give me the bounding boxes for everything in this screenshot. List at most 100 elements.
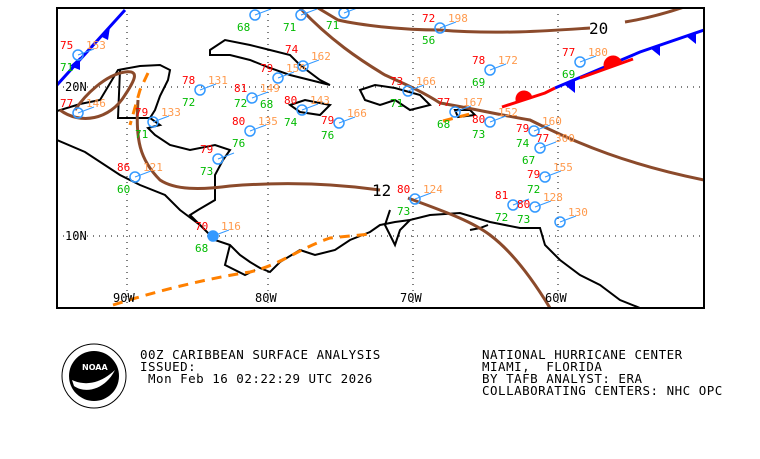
station-dew: 73 [517, 213, 530, 226]
station-temp: 80 [517, 198, 530, 211]
station-circle-icon [409, 193, 421, 205]
station-pressure: 153 [86, 39, 106, 52]
station-temp: 79 [135, 106, 148, 119]
station-dew: 68 [437, 118, 450, 131]
station-dew: 74 [284, 116, 298, 129]
station-circle-icon [529, 201, 541, 213]
station-circle-icon [72, 49, 84, 61]
station-circle-icon [574, 56, 586, 68]
station-circle-icon [528, 125, 540, 137]
station-dew: 73 [200, 165, 213, 178]
wind-barb-icon [439, 21, 457, 29]
station-dew: 72 [495, 211, 508, 224]
wind-barb-icon [454, 105, 472, 113]
center-name: NATIONAL HURRICANE CENTER [482, 347, 683, 362]
wind-barb-icon [77, 106, 95, 114]
station-circle-icon [297, 60, 309, 72]
wind-barb-icon [343, 8, 359, 14]
station-plot: 79 155 72 [527, 161, 573, 196]
station-plot: 77 180 69 [562, 46, 608, 81]
wind-barb-icon [217, 152, 235, 160]
station-pressure: 155 [553, 161, 573, 174]
center-location: MIAMI, FLORIDA [482, 359, 603, 374]
station-plot: 74 162 [285, 43, 331, 72]
station-dew: 73 [397, 205, 410, 218]
wind-barb-icon [489, 115, 507, 123]
wind-barb-icon [533, 124, 551, 132]
station-circle-icon [333, 117, 345, 129]
station-temp: 73 [390, 75, 403, 88]
wind-barb-icon [544, 170, 562, 178]
station-pressure: 124 [423, 183, 443, 196]
wind-barb-icon [301, 103, 319, 111]
station-pressure: 162 [311, 50, 331, 63]
station-plot: 80 128 73 [517, 191, 563, 226]
station-plot: 78 172 69 [472, 54, 518, 89]
station-dew: 72 [527, 183, 540, 196]
station-dew: 69 [472, 76, 485, 89]
issued-label: ISSUED: [140, 359, 197, 374]
station-temp: 79 [260, 62, 273, 75]
station-pressure: 172 [498, 54, 518, 67]
wind-barb-icon [489, 63, 507, 71]
station-temp: 72 [422, 12, 435, 25]
station-pressure: 143 [310, 94, 330, 107]
collaborating-centers: COLLABORATING CENTERS: NHC OPC [482, 383, 723, 398]
station-dew: 71 [135, 128, 148, 141]
station-pressure: 300 [555, 132, 575, 145]
station-plot: 71 [283, 8, 318, 34]
station-dew: 76 [321, 129, 334, 142]
wind-barb-icon [277, 71, 295, 79]
station-plot: 81 72 [495, 189, 530, 224]
station-temp: 81 [234, 82, 247, 95]
station-pressure: 167 [463, 96, 483, 109]
station-dew: 68 [237, 21, 250, 34]
wind-barb-icon [579, 55, 597, 63]
station-dew: 71 [326, 19, 339, 32]
lat-label: 20N [65, 80, 87, 94]
wind-barb-icon [199, 83, 217, 91]
station-circle-icon [296, 104, 308, 116]
station-pressure: 152 [498, 106, 518, 119]
station-pressure: 135 [258, 115, 278, 128]
station-pressure: 149 [260, 82, 280, 95]
station-plot: 71 [326, 8, 359, 32]
station-temp: 77 [437, 96, 450, 109]
isobar-label: 20 [589, 19, 608, 38]
station-plot: 68 [237, 8, 272, 34]
analyst: BY TAFB ANALYST: ERA [482, 371, 643, 386]
station-dew: 71 [390, 97, 403, 110]
station-circle-icon [249, 9, 261, 21]
station-circle-icon [129, 171, 141, 183]
station-plot: 79 150 68 [260, 62, 306, 111]
station-temp: 80 [472, 113, 485, 126]
station-circle-icon [402, 85, 414, 97]
station-circle-icon [507, 199, 519, 211]
station-circle-icon [272, 72, 284, 84]
station-plot: 80 135 76 [232, 115, 278, 150]
station-plot: 77 167 68 [437, 96, 483, 131]
wind-barb-icon [407, 84, 425, 92]
station-circle-icon [147, 116, 159, 128]
station-pressure: 131 [208, 74, 228, 87]
station-pressure: 133 [161, 106, 181, 119]
station-dew: 71 [283, 21, 296, 34]
station-plot: 86 121 60 [117, 161, 163, 196]
station-circle-icon [449, 106, 461, 118]
station-circle-icon [194, 84, 206, 96]
troughs [112, 72, 471, 307]
station-plot: 79 160 74 [516, 115, 562, 150]
station-plot: 77 300 67 [522, 132, 575, 167]
issued-time: Mon Feb 16 02:22:29 UTC 2026 [140, 371, 373, 386]
station-dew: 69 [562, 68, 575, 81]
wind-barb-icon [534, 200, 552, 208]
station-pressure: 128 [543, 191, 563, 204]
station-temp: 77 [60, 97, 73, 110]
lon-label: 60W [545, 291, 567, 305]
station-temp: 77 [536, 132, 549, 145]
station-plot: 75 153 71 [60, 39, 106, 74]
lon-label: 90W [113, 291, 135, 305]
station-pressure: 180 [588, 46, 608, 59]
